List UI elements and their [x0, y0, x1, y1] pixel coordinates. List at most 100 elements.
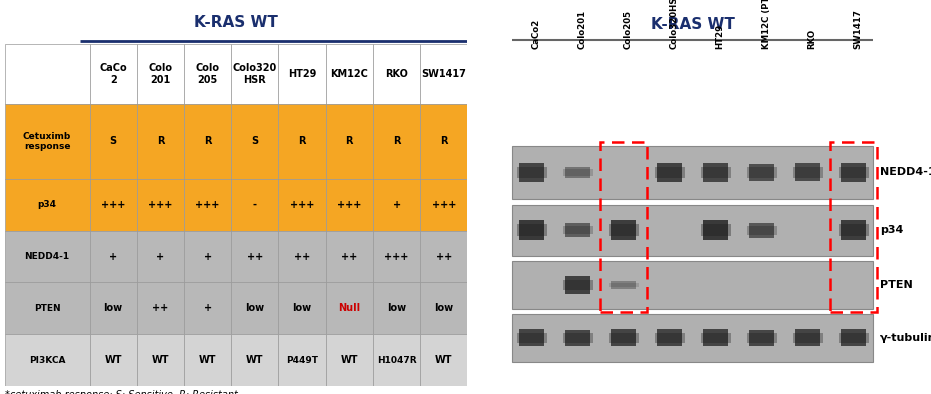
Text: Colo205: Colo205: [624, 11, 633, 50]
Bar: [612, 220, 636, 240]
Text: KM12C (PTEN null): KM12C (PTEN null): [762, 0, 771, 50]
Bar: [326, 104, 373, 179]
Text: K-RAS WT: K-RAS WT: [195, 15, 278, 30]
Bar: [420, 45, 467, 104]
Bar: [842, 220, 866, 240]
Bar: [231, 104, 278, 179]
Bar: [420, 282, 467, 334]
Bar: [703, 220, 728, 240]
Bar: [519, 329, 545, 346]
Bar: [654, 167, 684, 178]
Bar: [184, 45, 231, 104]
Bar: [278, 45, 326, 104]
Bar: [184, 104, 231, 179]
Bar: [747, 167, 776, 178]
Bar: [326, 179, 373, 230]
Text: RKO: RKO: [808, 30, 816, 50]
Bar: [565, 167, 590, 178]
Bar: [749, 330, 774, 346]
Bar: [137, 179, 184, 230]
Text: +++: +++: [196, 200, 220, 210]
Text: Colo
205: Colo 205: [196, 63, 220, 85]
Bar: [373, 334, 420, 386]
Text: WT: WT: [246, 355, 263, 365]
Text: PTEN: PTEN: [34, 304, 61, 313]
Text: -: -: [253, 200, 257, 210]
Text: +: +: [156, 251, 165, 262]
Text: low: low: [103, 303, 123, 313]
Text: p34: p34: [880, 225, 903, 235]
Text: low: low: [434, 303, 453, 313]
Text: +++: +++: [290, 200, 315, 210]
Bar: [231, 334, 278, 386]
Text: +++: +++: [101, 200, 126, 210]
Bar: [278, 230, 326, 282]
Text: R: R: [393, 136, 400, 146]
Text: +: +: [109, 251, 117, 262]
Text: +: +: [204, 251, 211, 262]
Bar: [839, 333, 869, 343]
Text: Null: Null: [338, 303, 360, 313]
Bar: [278, 179, 326, 230]
Bar: [373, 230, 420, 282]
Bar: [512, 146, 873, 199]
Bar: [137, 230, 184, 282]
Bar: [517, 224, 546, 236]
Text: p34: p34: [37, 200, 57, 209]
Text: ++: ++: [294, 251, 310, 262]
Bar: [231, 179, 278, 230]
Bar: [420, 104, 467, 179]
Bar: [5, 45, 89, 104]
Bar: [517, 333, 546, 343]
Bar: [89, 179, 137, 230]
Bar: [701, 333, 731, 343]
Bar: [326, 282, 373, 334]
Bar: [420, 179, 467, 230]
Bar: [517, 167, 546, 178]
Bar: [792, 333, 823, 343]
Bar: [89, 230, 137, 282]
Bar: [137, 45, 184, 104]
Bar: [512, 204, 873, 256]
Bar: [512, 314, 873, 362]
Text: WT: WT: [104, 355, 122, 365]
Text: R: R: [298, 136, 306, 146]
Text: NEDD4-1: NEDD4-1: [24, 252, 70, 261]
Text: K-RAS WT: K-RAS WT: [651, 17, 735, 32]
Bar: [420, 334, 467, 386]
Bar: [792, 167, 823, 178]
Bar: [326, 45, 373, 104]
Bar: [5, 179, 89, 230]
Bar: [749, 223, 774, 238]
Bar: [612, 329, 636, 346]
Bar: [839, 224, 869, 236]
Bar: [278, 282, 326, 334]
Bar: [184, 230, 231, 282]
Text: HT29: HT29: [716, 24, 724, 50]
Bar: [184, 179, 231, 230]
Text: WT: WT: [152, 355, 169, 365]
Bar: [326, 230, 373, 282]
Bar: [703, 163, 728, 182]
Bar: [5, 282, 89, 334]
Bar: [609, 224, 639, 236]
Text: HT29: HT29: [288, 69, 317, 79]
Bar: [563, 226, 593, 234]
Bar: [278, 334, 326, 386]
Text: +++: +++: [337, 200, 361, 210]
Bar: [747, 226, 776, 234]
Bar: [512, 261, 873, 309]
Bar: [231, 282, 278, 334]
Bar: [830, 142, 877, 312]
Bar: [839, 167, 869, 178]
Text: Colo
201: Colo 201: [148, 63, 172, 85]
Text: R: R: [440, 136, 448, 146]
Text: ++: ++: [342, 251, 358, 262]
Bar: [5, 104, 89, 179]
Bar: [701, 224, 731, 236]
Text: γ-tubulin: γ-tubulin: [880, 333, 931, 343]
Bar: [795, 329, 820, 346]
Bar: [137, 104, 184, 179]
Bar: [278, 104, 326, 179]
Bar: [184, 282, 231, 334]
